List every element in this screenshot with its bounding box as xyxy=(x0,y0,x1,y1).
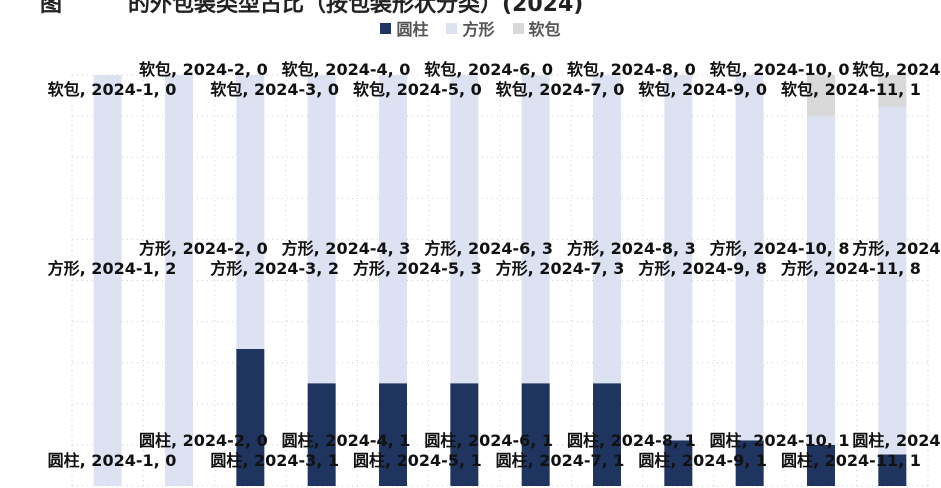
data-label-cylinder-2024-3: 圆柱, 2024-3, 1 xyxy=(210,451,339,470)
data-label-cylinder-2024-7: 圆柱, 2024-7, 1 xyxy=(496,451,625,470)
chart-legend: 圆柱 方形 软包 xyxy=(0,16,941,40)
data-label-square-2024-12: 方形, 2024-12, 11 xyxy=(852,239,941,258)
data-label-pouch-2024-12: 软包, 2024-12, 1 xyxy=(852,60,941,79)
bar-square-2024-11 xyxy=(807,116,835,445)
bar-square-2024-6 xyxy=(450,75,479,384)
data-label-pouch-2024-3: 软包, 2024-3, 0 xyxy=(210,80,339,99)
data-label-square-2024-11: 方形, 2024-11, 8 xyxy=(781,259,921,278)
data-label-square-2024-3: 方形, 2024-3, 2 xyxy=(210,259,339,278)
bar-square-2024-3 xyxy=(236,75,265,349)
bar-square-2024-12 xyxy=(878,106,907,455)
bar-pouch-2024-11 xyxy=(807,75,835,117)
data-label-cylinder-2024-5: 圆柱, 2024-5, 1 xyxy=(353,451,482,470)
data-label-pouch-2024-7: 软包, 2024-7, 0 xyxy=(496,80,625,99)
data-label-square-2024-1: 方形, 2024-1, 2 xyxy=(48,259,177,278)
bar-pouch-2024-12 xyxy=(878,75,907,107)
data-label-cylinder-2024-1: 圆柱, 2024-1, 0 xyxy=(48,451,177,470)
legend-item-square: 方形 xyxy=(446,16,495,40)
data-label-square-2024-5: 方形, 2024-5, 3 xyxy=(353,259,482,278)
data-label-cylinder-2024-6: 圆柱, 2024-6, 1 xyxy=(424,431,553,450)
data-label-pouch-2024-6: 软包, 2024-6, 0 xyxy=(424,60,553,79)
legend-item-cylinder: 圆柱 xyxy=(380,16,428,40)
data-label-pouch-2024-11: 软包, 2024-11, 1 xyxy=(781,80,921,99)
bar-cylinder-2024-9 xyxy=(664,440,693,486)
data-label-pouch-2024-4: 软包, 2024-4, 0 xyxy=(282,60,411,79)
legend-swatch-cylinder xyxy=(380,22,392,34)
data-label-pouch-2024-5: 软包, 2024-5, 0 xyxy=(353,80,482,99)
data-label-square-2024-7: 方形, 2024-7, 3 xyxy=(496,259,625,278)
bar-square-2024-10 xyxy=(735,75,764,441)
legend-label-square: 方形 xyxy=(462,20,495,39)
bar-cylinder-2024-6 xyxy=(450,383,479,486)
data-label-cylinder-2024-10: 圆柱, 2024-10, 1 xyxy=(710,431,850,450)
bar-cylinder-2024-12 xyxy=(878,454,907,486)
data-label-cylinder-2024-11: 圆柱, 2024-11, 1 xyxy=(781,451,921,470)
bar-cylinder-2024-11 xyxy=(807,444,835,486)
data-label-pouch-2024-2: 软包, 2024-2, 0 xyxy=(139,60,268,79)
data-label-cylinder-2024-8: 圆柱, 2024-8, 1 xyxy=(567,431,696,450)
data-label-square-2024-4: 方形, 2024-4, 3 xyxy=(282,239,411,258)
legend-label-pouch: 软包 xyxy=(528,20,561,39)
data-label-square-2024-6: 方形, 2024-6, 3 xyxy=(424,239,553,258)
bar-square-2024-9 xyxy=(664,75,693,441)
chart-title: 图 的外包装类型占比（按包装形状分类）(2024) xyxy=(40,0,584,17)
legend-item-pouch: 软包 xyxy=(512,16,561,40)
legend-swatch-pouch xyxy=(512,22,524,34)
data-label-square-2024-2: 方形, 2024-2, 0 xyxy=(139,239,268,258)
data-label-cylinder-2024-12: 圆柱, 2024-12, 1 xyxy=(852,431,941,450)
bar-square-2024-7 xyxy=(521,75,550,384)
data-label-pouch-2024-8: 软包, 2024-8, 0 xyxy=(567,60,696,79)
bar-cylinder-2024-4 xyxy=(307,383,336,486)
data-label-square-2024-8: 方形, 2024-8, 3 xyxy=(567,239,696,258)
legend-label-cylinder: 圆柱 xyxy=(396,20,429,39)
data-label-pouch-2024-10: 软包, 2024-10, 0 xyxy=(710,60,850,79)
data-label-cylinder-2024-2: 圆柱, 2024-2, 0 xyxy=(139,431,268,450)
bar-cylinder-2024-5 xyxy=(379,383,407,486)
data-label-square-2024-10: 方形, 2024-10, 8 xyxy=(710,239,850,258)
data-label-cylinder-2024-9: 圆柱, 2024-9, 1 xyxy=(638,451,767,470)
bar-cylinder-2024-3 xyxy=(236,349,265,486)
bar-cylinder-2024-7 xyxy=(521,383,550,486)
bar-square-2024-2 xyxy=(165,75,193,486)
bar-square-2024-8 xyxy=(593,75,621,384)
data-label-pouch-2024-1: 软包, 2024-1, 0 xyxy=(48,80,177,99)
bar-square-2024-1 xyxy=(93,75,122,486)
bar-cylinder-2024-8 xyxy=(593,383,621,486)
data-label-pouch-2024-9: 软包, 2024-9, 0 xyxy=(638,80,767,99)
data-label-square-2024-9: 方形, 2024-9, 8 xyxy=(638,259,767,278)
bar-square-2024-5 xyxy=(379,75,407,384)
bar-square-2024-4 xyxy=(307,75,336,384)
legend-swatch-square xyxy=(446,22,458,34)
bar-cylinder-2024-10 xyxy=(735,440,764,486)
data-label-cylinder-2024-4: 圆柱, 2024-4, 1 xyxy=(282,431,411,450)
